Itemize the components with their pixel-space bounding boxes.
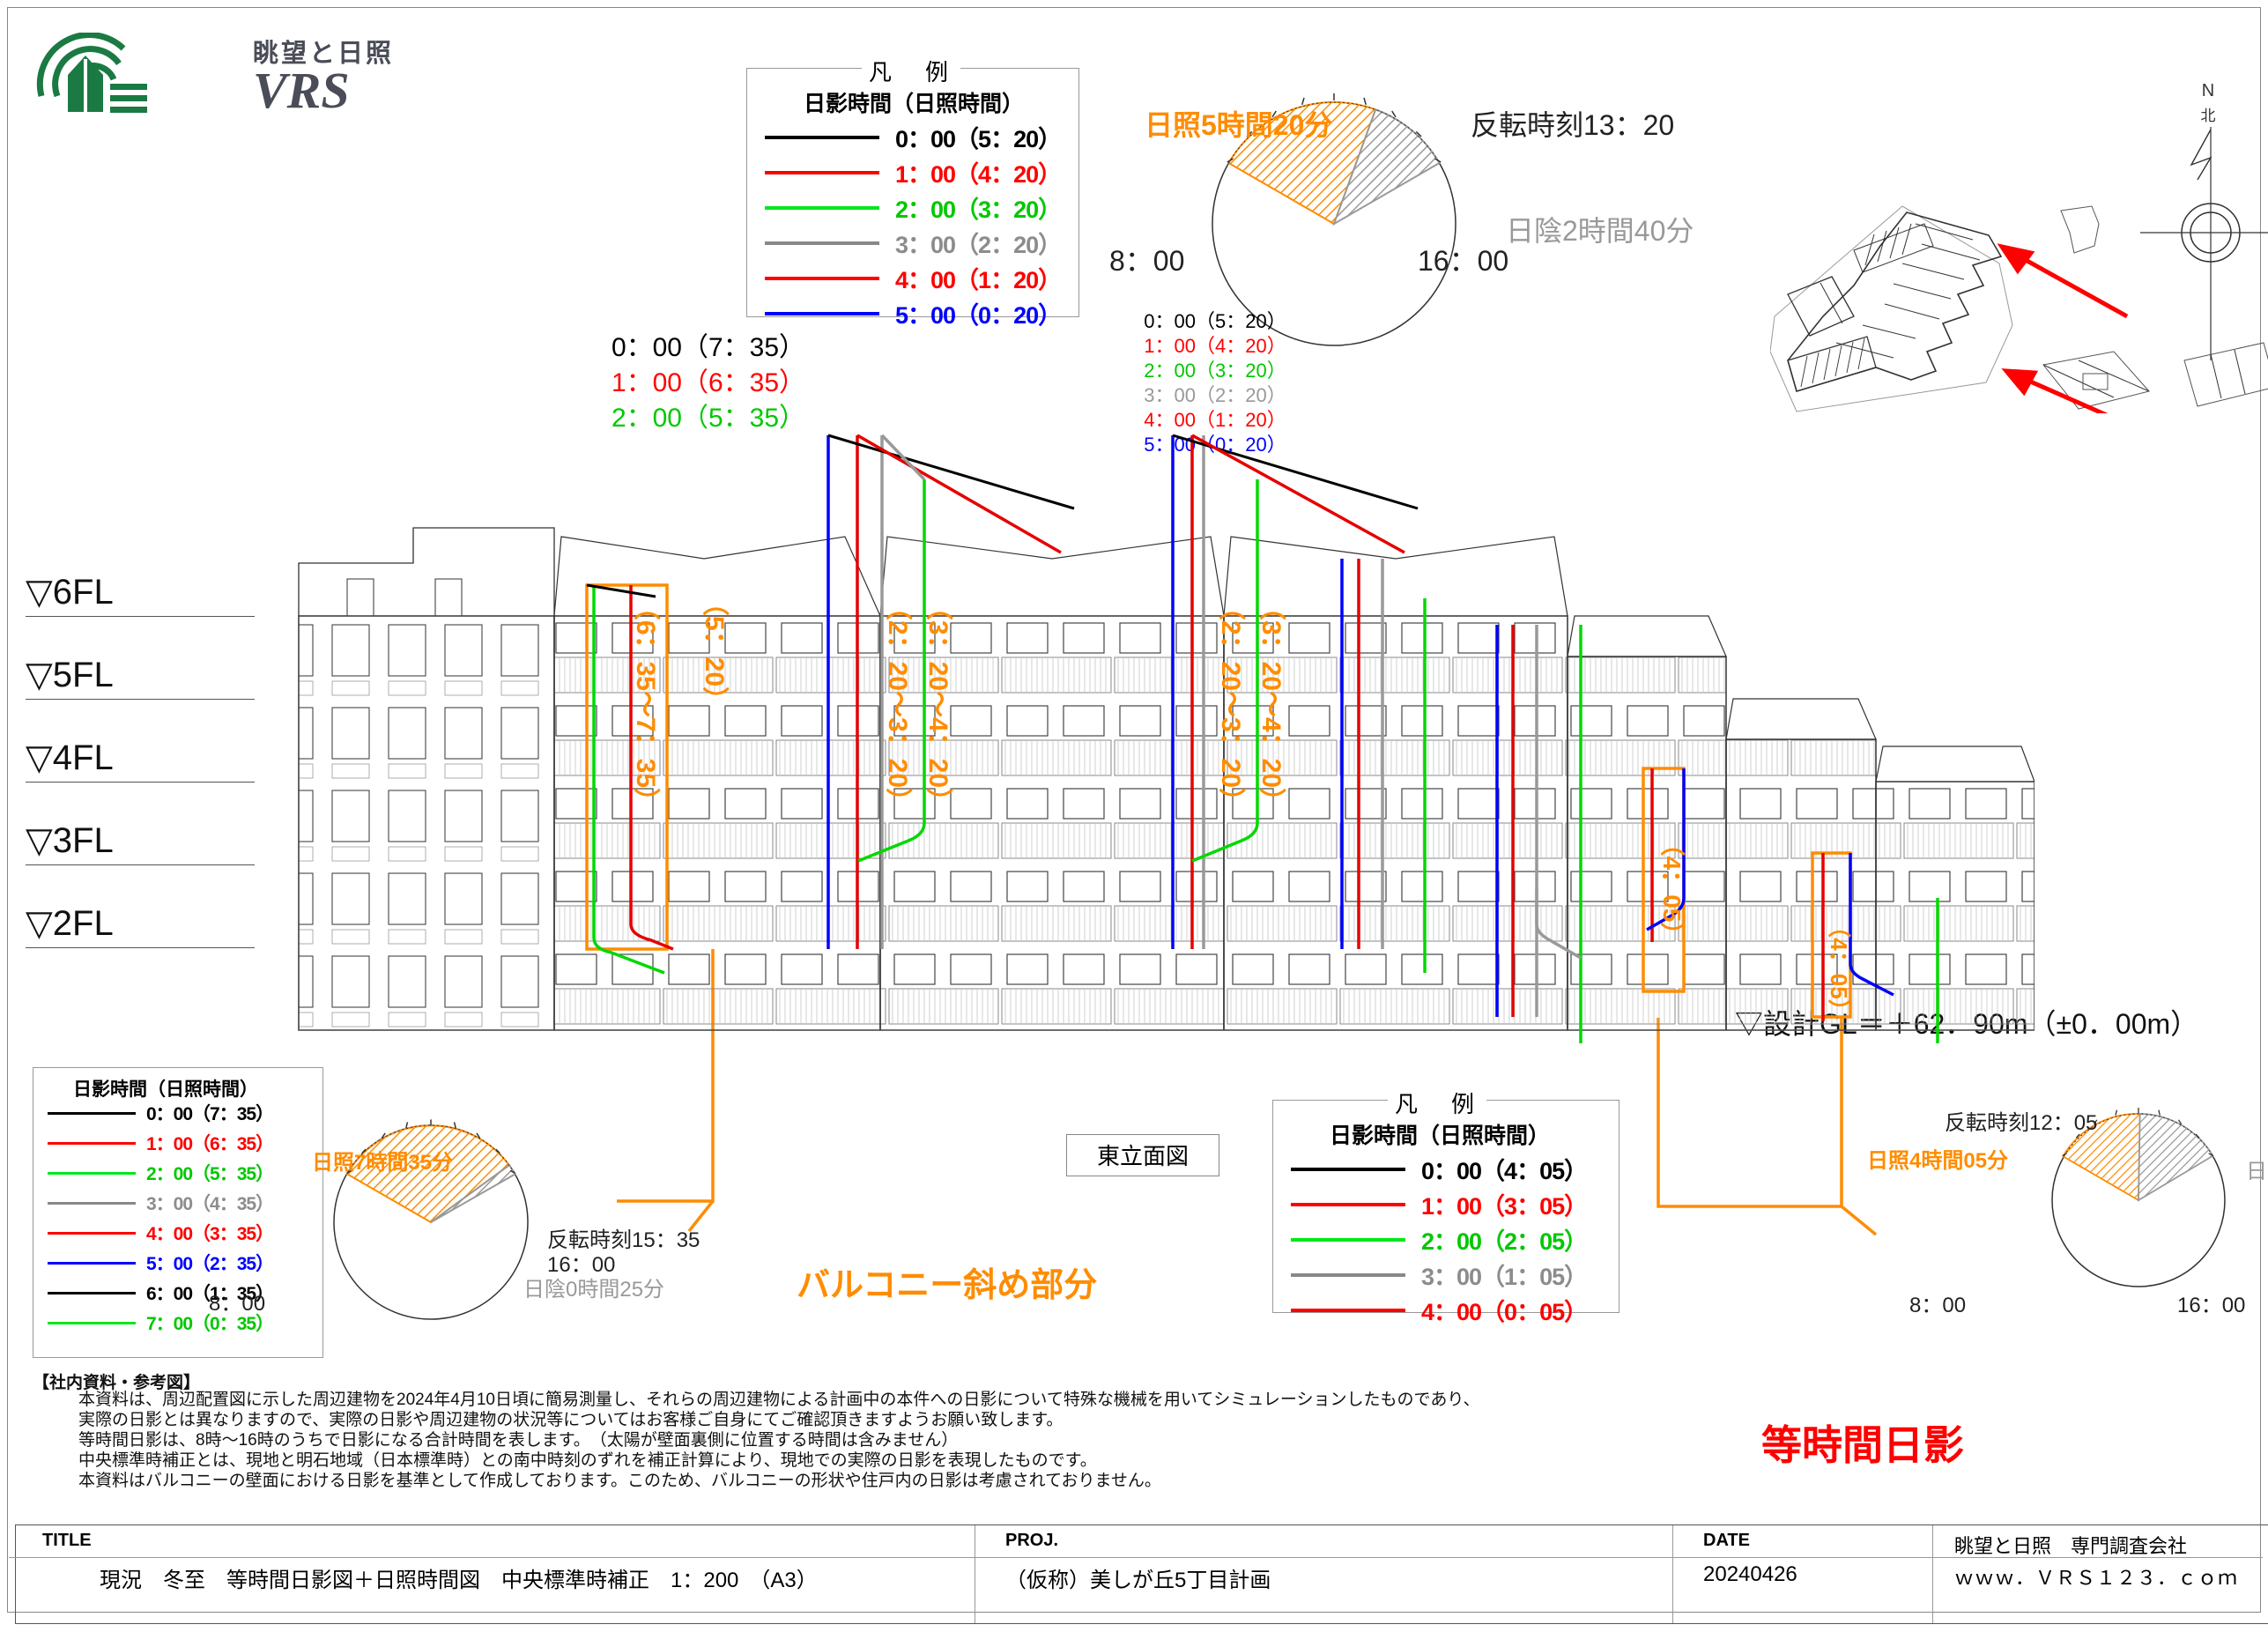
svg-text:（3：20～4：20）: （3：20～4：20） xyxy=(1256,594,1286,814)
svg-text:（2：20～3：20）: （2：20～3：20） xyxy=(1216,594,1246,814)
svg-text:（5：20）: （5：20） xyxy=(700,590,730,713)
svg-text:（2：20～3：20）: （2：20～3：20） xyxy=(883,594,913,814)
svg-text:（4：05）: （4：05） xyxy=(1658,832,1686,947)
svg-text:（4：05）: （4：05） xyxy=(1826,915,1852,1021)
svg-text:（6：35～7：35）: （6：35～7：35） xyxy=(631,594,661,814)
svg-text:（3：20～4：20）: （3：20～4：20） xyxy=(923,594,953,814)
